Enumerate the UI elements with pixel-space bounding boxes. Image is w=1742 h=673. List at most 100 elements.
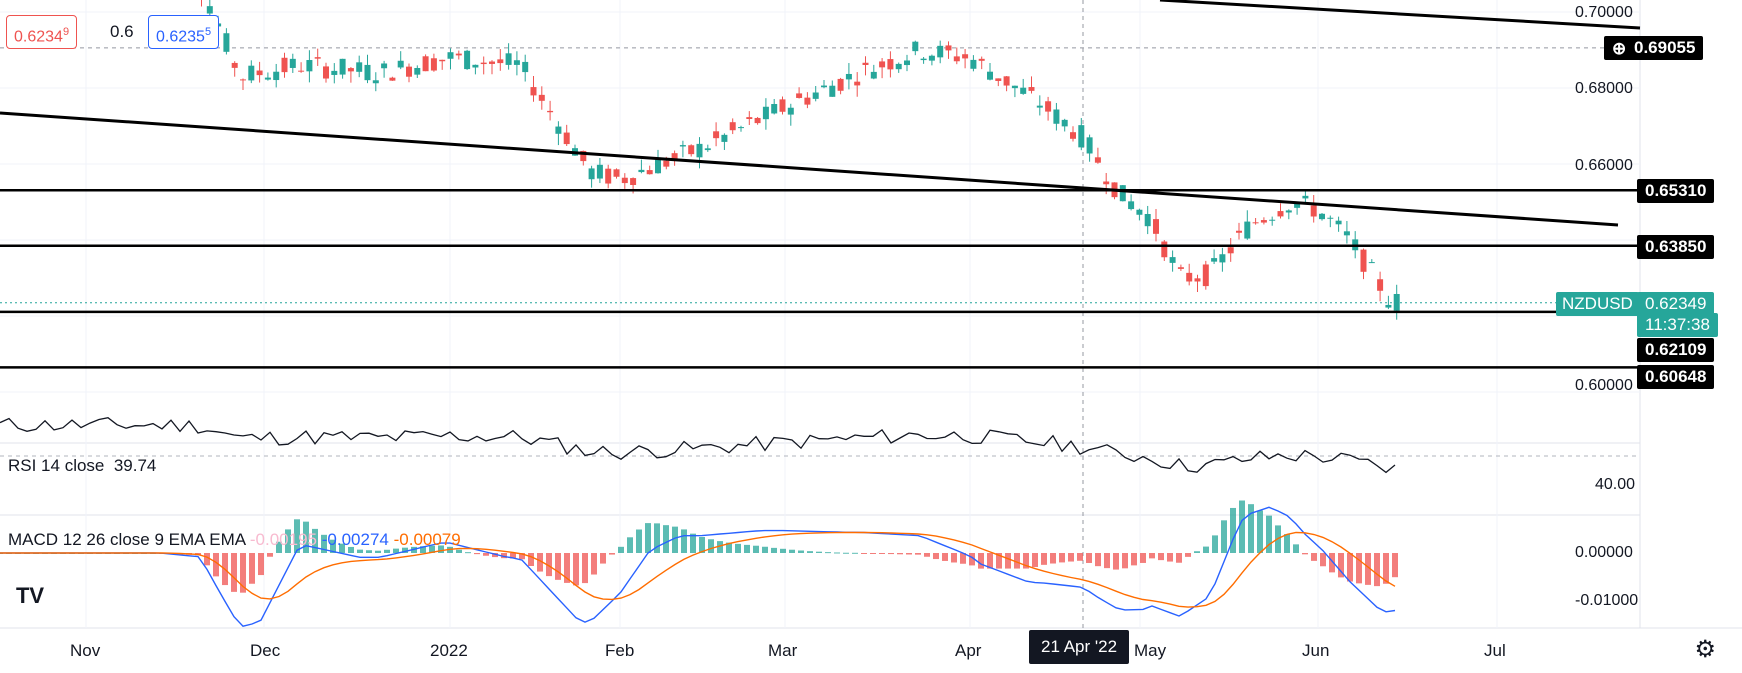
macd-histogram-bar bbox=[1329, 553, 1335, 573]
macd-histogram-bar bbox=[258, 553, 264, 576]
macd-histogram-bar bbox=[492, 553, 498, 558]
add-alert-icon[interactable]: ⊕ bbox=[1612, 39, 1627, 58]
candle-up bbox=[397, 60, 404, 68]
candle-down bbox=[713, 131, 720, 139]
candle-down bbox=[256, 70, 263, 76]
macd-histogram-bar bbox=[546, 553, 552, 577]
candle-up bbox=[289, 58, 296, 68]
candle-up bbox=[1294, 203, 1301, 208]
candle-down bbox=[630, 178, 637, 185]
macd-histogram-bar bbox=[483, 553, 489, 556]
macd-histogram-bar bbox=[330, 539, 336, 553]
macd-histogram-bar bbox=[825, 552, 831, 554]
macd-histogram-bar bbox=[1293, 544, 1299, 553]
macd-histogram-bar bbox=[1176, 553, 1182, 563]
macd-histogram-bar bbox=[906, 553, 912, 555]
tradingview-logo[interactable]: TV bbox=[8, 580, 52, 612]
macd-histogram-bar bbox=[1266, 515, 1272, 553]
candle-down bbox=[962, 54, 969, 59]
candle-up bbox=[306, 60, 313, 72]
macd-histogram-bar bbox=[996, 553, 1002, 569]
macd-histogram-bar bbox=[528, 553, 534, 566]
macd-histogram-value: -0.00195 bbox=[249, 530, 318, 549]
settings-gear-icon[interactable]: ⚙ bbox=[1694, 636, 1716, 663]
macd-histogram-bar bbox=[582, 553, 588, 584]
candle-down bbox=[779, 99, 786, 112]
macd-histogram-bar bbox=[1050, 553, 1056, 564]
macd-histogram-bar bbox=[699, 536, 705, 553]
candle-up bbox=[870, 71, 877, 79]
level-tag-69055[interactable]: ⊕ 0.69055 bbox=[1604, 36, 1704, 60]
candle-down bbox=[497, 59, 504, 64]
candle-down bbox=[671, 153, 678, 159]
candle-up bbox=[696, 143, 703, 158]
candle-up bbox=[829, 85, 836, 97]
bid-price[interactable]: 0.62349 bbox=[6, 15, 78, 49]
time-label-jun: Jun bbox=[1302, 641, 1330, 660]
macd-legend: MACD 12 26 close 9 EMA EMA -0.00195 -0.0… bbox=[8, 530, 461, 549]
candle-down bbox=[580, 150, 587, 162]
macd-histogram-bar bbox=[537, 553, 543, 572]
macd-histogram-bar bbox=[1203, 546, 1209, 553]
candle-up bbox=[596, 164, 603, 179]
macd-histogram-bar bbox=[1185, 553, 1191, 557]
macd-histogram-bar bbox=[285, 529, 291, 553]
macd-histogram-bar bbox=[456, 549, 462, 553]
candle-up bbox=[472, 64, 479, 68]
macd-histogram-bar bbox=[879, 553, 885, 554]
price-tick-3: 0.66000 bbox=[1575, 157, 1633, 174]
macd-histogram-bar bbox=[1113, 553, 1119, 570]
candle-up bbox=[1078, 125, 1085, 148]
candle-up bbox=[264, 77, 271, 80]
macd-histogram-bar bbox=[780, 548, 786, 553]
candle-up bbox=[655, 159, 661, 174]
macd-line-value: -0.00274 bbox=[321, 530, 389, 549]
candle-down bbox=[1252, 222, 1259, 224]
candle-down bbox=[1260, 220, 1267, 223]
macd-histogram-bar bbox=[681, 529, 687, 553]
macd-histogram-bar bbox=[1311, 553, 1317, 561]
candle-down bbox=[439, 59, 446, 62]
macd-histogram-bar bbox=[1041, 553, 1047, 565]
macd-histogram-bar bbox=[294, 519, 300, 553]
candle-up bbox=[1128, 201, 1135, 210]
candle-up bbox=[223, 33, 230, 52]
time-label-dec: Dec bbox=[250, 641, 281, 660]
candle-up bbox=[638, 169, 645, 173]
macd-histogram-bar bbox=[924, 553, 930, 557]
macd-histogram-bar bbox=[645, 523, 651, 553]
level-tag-60648: 0.60648 bbox=[1637, 365, 1715, 389]
macd-histogram-bar bbox=[969, 553, 975, 566]
macd-histogram-bar bbox=[402, 547, 408, 553]
candle-up bbox=[1086, 137, 1093, 154]
candle-up bbox=[248, 65, 255, 81]
candle-up bbox=[1385, 304, 1392, 308]
crosshair-date: 21 Apr '22 bbox=[1029, 630, 1130, 664]
macd-histogram-bar bbox=[1104, 553, 1110, 569]
level-tag-65310: 0.65310 bbox=[1637, 179, 1715, 203]
ask-price[interactable]: 0.62355 bbox=[148, 15, 220, 49]
time-label-mar: Mar bbox=[768, 641, 798, 660]
macd-histogram-bar bbox=[348, 546, 354, 553]
level-tag-63850: 0.63850 bbox=[1637, 235, 1715, 259]
macd-histogram-bar bbox=[915, 553, 921, 555]
macd-histogram-bar bbox=[690, 533, 696, 553]
candle-up bbox=[970, 59, 977, 69]
macd-histogram-bar bbox=[1347, 553, 1353, 582]
upper-trendline bbox=[1159, 0, 1641, 30]
macd-histogram-bar bbox=[753, 545, 759, 553]
macd-histogram-bar bbox=[276, 541, 282, 553]
candle-up bbox=[1136, 209, 1143, 215]
candle-down bbox=[1153, 219, 1159, 234]
macd-histogram-bar bbox=[834, 552, 840, 554]
candle-down bbox=[688, 145, 695, 155]
candle-down bbox=[563, 132, 570, 145]
macd-histogram-bar bbox=[1005, 553, 1011, 569]
macd-histogram-bar bbox=[393, 548, 399, 553]
candle-down bbox=[1227, 247, 1234, 254]
candle-down bbox=[621, 177, 628, 184]
macd-histogram-bar bbox=[1068, 553, 1074, 562]
candle-down bbox=[804, 97, 811, 105]
macd-histogram-bar bbox=[942, 553, 948, 561]
